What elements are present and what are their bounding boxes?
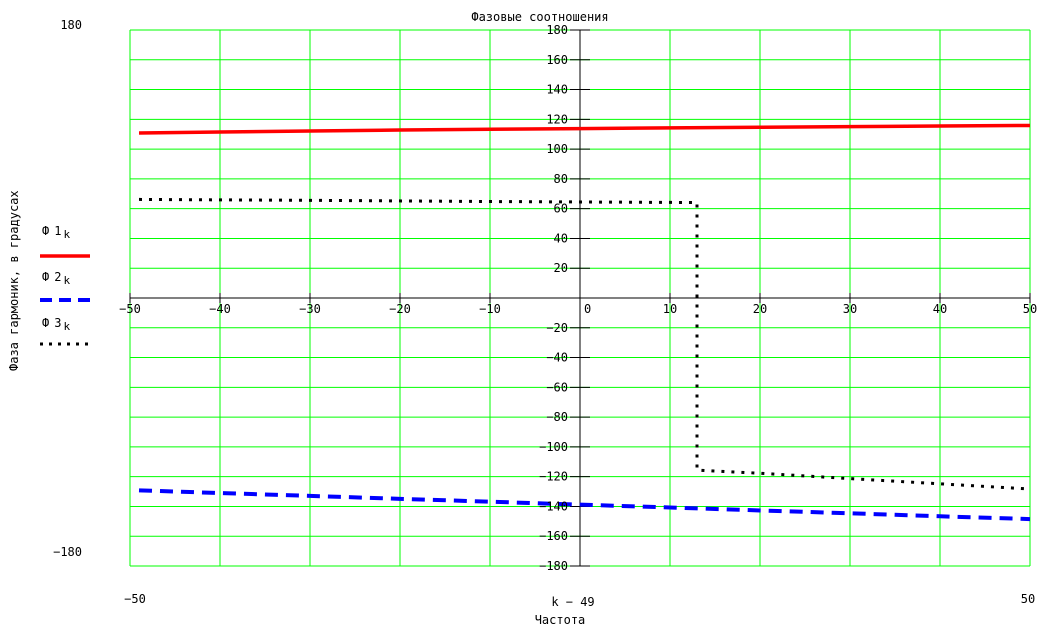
series-line-phi3	[138, 197, 1031, 491]
legend-symbol: Ф	[42, 224, 50, 238]
y-tick-label: 180	[546, 23, 568, 37]
x-tick-label: 20	[753, 302, 767, 316]
y-tick-label: 60	[554, 202, 568, 216]
y-tick-label: 80	[554, 172, 568, 186]
y-tick-label: −100	[539, 440, 568, 454]
x-tick-label: 50	[1023, 302, 1037, 316]
series-line-phi2	[138, 488, 1031, 522]
y-axis-title: Фаза гармоник, в градусах	[7, 190, 21, 371]
axes	[129, 29, 1031, 567]
legend-sample-dotted	[40, 342, 90, 346]
x-tick-label: −20	[389, 302, 411, 316]
x-tick-label: −10	[479, 302, 501, 316]
legend-sample-dashed	[40, 298, 90, 302]
x-tick-label: 40	[933, 302, 947, 316]
y-tick-label: 20	[554, 261, 568, 275]
legend-symbol: Ф	[42, 270, 50, 284]
y-tick-label: 100	[546, 142, 568, 156]
chart-title: Фазовые соотношения	[471, 10, 609, 24]
y-tick-label: −160	[539, 529, 568, 543]
legend-symbol: Ф	[42, 316, 50, 330]
legend-subscript: k	[63, 320, 71, 333]
legend-index: 3	[54, 316, 62, 330]
y-tick-label: 40	[554, 231, 568, 245]
x-axis-min-label: −50	[124, 592, 146, 606]
y-tick-label: −40	[546, 351, 568, 365]
y-tick-label: 160	[546, 53, 568, 67]
legend-index: 1	[54, 224, 62, 238]
x-axis-title: Частота	[534, 613, 586, 627]
series-line-phi1	[138, 123, 1031, 135]
tick-labels: 18016014012010080604020−20−40−60−80−100−…	[119, 23, 1037, 573]
legend-sample-solid	[40, 254, 90, 258]
legend-subscript: k	[63, 228, 71, 241]
x-axis-expression: k − 49	[551, 595, 595, 609]
x-axis-max-label: 50	[1020, 592, 1036, 606]
y-axis-max-label: 180	[60, 18, 82, 32]
y-tick-label: −140	[539, 499, 568, 513]
x-tick-label: 10	[663, 302, 677, 316]
y-tick-label: −60	[546, 380, 568, 394]
y-tick-label: −120	[539, 470, 568, 484]
y-tick-label: −180	[539, 559, 568, 573]
x-tick-label: −50	[119, 302, 141, 316]
y-tick-label: −20	[546, 321, 568, 335]
x-tick-label: −30	[299, 302, 321, 316]
y-tick-label: 120	[546, 112, 568, 126]
y-axis-min-label: −180	[53, 545, 82, 559]
x-tick-label: 30	[843, 302, 857, 316]
x-tick-label: 0	[584, 302, 591, 316]
y-tick-label: −80	[546, 410, 568, 424]
legend-subscript: k	[63, 274, 71, 287]
legend-index: 2	[54, 270, 62, 284]
y-tick-label: 140	[546, 83, 568, 97]
x-tick-label: −40	[209, 302, 231, 316]
